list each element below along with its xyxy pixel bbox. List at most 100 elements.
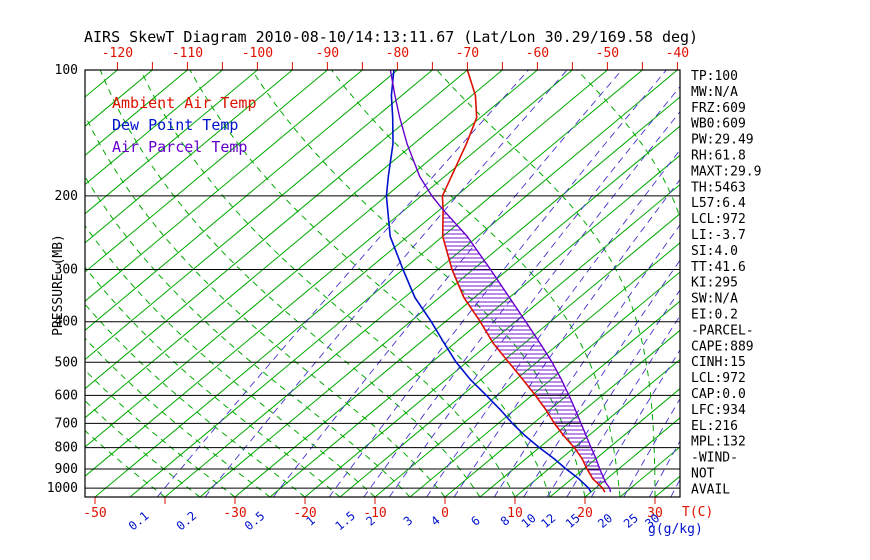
stats-line: RH:61.8	[691, 149, 746, 164]
mixing-ratio-label: 1.5	[332, 509, 358, 534]
sounding-curves	[385, 70, 612, 493]
stats-line: L57:6.4	[691, 196, 746, 211]
moist-adiabat-line	[85, 400, 201, 497]
isotherm-line	[85, 70, 223, 186]
stats-line: NOT	[691, 467, 715, 482]
isotherm-line	[85, 70, 538, 448]
isotherm-line	[85, 70, 293, 244]
isotherm-line	[304, 183, 680, 497]
pressure-tick-label: 100	[55, 63, 78, 78]
bottom-temp-label: -30	[223, 506, 246, 521]
pressure-tick-label: 200	[55, 189, 78, 204]
isotherm-line	[85, 70, 328, 273]
stats-line: SI:4.0	[691, 244, 738, 259]
parcel-curve	[389, 70, 612, 493]
isotherm-line	[85, 70, 433, 361]
stats-line: AVAIL	[691, 482, 730, 497]
top-temp-label: -70	[456, 46, 479, 61]
pressure-tick-label: 500	[55, 355, 78, 370]
isotherm-line	[85, 70, 398, 331]
legend-item: Air Parcel Temp	[112, 138, 247, 156]
isotherm-line	[85, 70, 153, 127]
stats-line: TT:41.6	[691, 260, 746, 275]
isotherm-line	[85, 70, 503, 419]
chart-title: AIRS SkewT Diagram 2010-08-10/14:13:11.6…	[84, 28, 698, 46]
mixing-ratio-line	[328, 70, 667, 497]
top-temp-label: -80	[386, 46, 409, 61]
stats-line: MPL:132	[691, 435, 746, 450]
stats-line: LI:-3.7	[691, 228, 746, 243]
top-temp-label: -40	[666, 46, 689, 61]
mixing-ratio-line	[156, 70, 529, 497]
stats-line: CINH:15	[691, 355, 746, 370]
stats-line: TH:5463	[691, 180, 746, 195]
moist-adiabat-line	[251, 70, 586, 497]
moist-adiabat-line	[85, 266, 341, 497]
moist-adiabat-line	[99, 70, 481, 497]
stats-line: CAP:0.0	[691, 387, 746, 402]
top-temp-label: -60	[526, 46, 549, 61]
legend-item: Dew Point Temp	[112, 116, 238, 134]
pressure-tick-label: 900	[55, 462, 78, 477]
isotherm-line	[85, 70, 258, 215]
stats-line: FRZ:609	[691, 101, 746, 116]
mixing-ratio-line	[272, 70, 623, 497]
pressure-axis-label: PRESSURE (MB)	[51, 234, 66, 336]
stats-line: CAPE:889	[691, 339, 754, 354]
top-temp-label: -110	[172, 46, 203, 61]
moist-adiabat-line	[85, 429, 166, 497]
moist-adiabat-line	[189, 70, 551, 497]
stats-line: TP:100	[691, 69, 738, 84]
isotherm-line	[269, 154, 680, 497]
mixing-ratio-label: 20	[595, 511, 615, 531]
mixing-ratio-line	[363, 85, 680, 497]
isotherm-line	[164, 70, 678, 497]
isotherm-line	[549, 388, 680, 497]
bottom-temp-label: -50	[83, 506, 106, 521]
top-temp-label: -120	[102, 46, 133, 61]
moist-adiabat-line	[140, 70, 516, 497]
isotherm-line	[409, 271, 680, 497]
background-grid	[85, 70, 848, 497]
top-temp-label: -100	[242, 46, 273, 61]
isotherm-line	[85, 70, 363, 302]
moist-adiabat-line	[85, 224, 376, 497]
pressure-tick-label: 300	[55, 263, 78, 278]
mixing-ratio-line	[204, 70, 568, 497]
mixing-ratio-line	[426, 149, 680, 497]
stats-line: MW:N/A	[691, 85, 738, 100]
stats-line: EL:216	[691, 419, 738, 434]
mixing-ratio-label: 6	[468, 513, 483, 528]
moist-adiabat-line	[85, 369, 236, 497]
stats-line: MAXT:29.9	[691, 164, 761, 179]
isotherm-line	[654, 475, 680, 497]
moist-adiabat-line	[331, 70, 621, 497]
isotherm-line	[479, 329, 680, 497]
isotherm-line	[584, 417, 680, 497]
stats-panel: TP:100MW:N/AFRZ:609WB0:609PW:29.49RH:61.…	[691, 69, 761, 497]
stats-line: EI:0.2	[691, 308, 738, 323]
legend: Ambient Air Temp Dew Point Temp Air Parcel…	[112, 94, 257, 156]
stats-line: LCL:972	[691, 371, 746, 386]
mixing-unit-label: g(g/kg)	[648, 522, 703, 537]
cape-hatch-area	[442, 209, 607, 484]
temp-unit-label: T(C)	[682, 505, 713, 520]
legend-item: Ambient Air Temp	[112, 94, 257, 112]
top-temp-label: -50	[596, 46, 619, 61]
isotherm-line	[374, 242, 680, 497]
mixing-ratio-label: 12	[538, 511, 558, 531]
stats-line: WB0:609	[691, 117, 746, 132]
moist-adiabat-line	[760, 70, 848, 497]
cape-hatch	[442, 209, 607, 484]
stats-line: -PARCEL-	[691, 323, 754, 338]
isotherm-line	[339, 213, 680, 497]
stats-line: SW:N/A	[691, 292, 738, 307]
mixing-ratio-label: 0.2	[174, 509, 200, 534]
mixing-ratio-line	[388, 111, 680, 497]
bottom-temp-label: 30	[647, 506, 663, 521]
moist-adiabat-line	[85, 337, 271, 497]
bottom-temp-label: -10	[363, 506, 386, 521]
pressure-tick-label: 800	[55, 441, 78, 456]
isotherm-line	[444, 300, 680, 497]
